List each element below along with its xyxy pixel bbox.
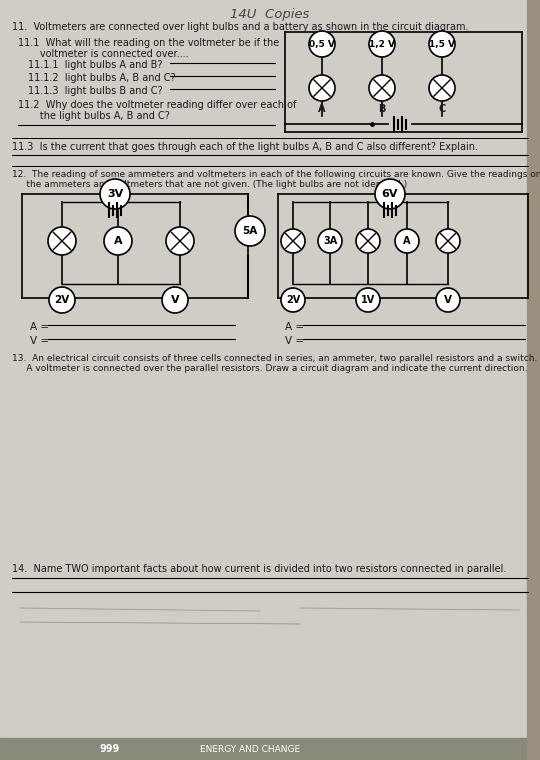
- Text: 3V: 3V: [107, 189, 123, 199]
- Text: C: C: [438, 104, 445, 114]
- Circle shape: [235, 216, 265, 246]
- Text: V =: V =: [285, 336, 307, 346]
- Text: the ammeters and voltmeters that are not given. (The light bulbs are not identic: the ammeters and voltmeters that are not…: [12, 180, 407, 189]
- Text: A voltmeter is connected over the parallel resistors. Draw a circuit diagram and: A voltmeter is connected over the parall…: [12, 364, 528, 373]
- Circle shape: [100, 179, 130, 209]
- Text: 1,5 V: 1,5 V: [429, 40, 455, 49]
- Circle shape: [436, 229, 460, 253]
- Text: 999: 999: [100, 744, 120, 754]
- Circle shape: [436, 288, 460, 312]
- Circle shape: [162, 287, 188, 313]
- Text: V =: V =: [30, 336, 52, 346]
- Circle shape: [309, 75, 335, 101]
- Text: 11.1  What will the reading on the voltmeter be if the: 11.1 What will the reading on the voltme…: [18, 38, 279, 48]
- Circle shape: [395, 229, 419, 253]
- Text: 1,2 V: 1,2 V: [369, 40, 395, 49]
- Text: A: A: [403, 236, 411, 246]
- Text: B: B: [379, 104, 386, 114]
- Text: 14U  Copies: 14U Copies: [231, 8, 309, 21]
- Text: 0,5 V: 0,5 V: [309, 40, 335, 49]
- Circle shape: [48, 227, 76, 255]
- Circle shape: [369, 75, 395, 101]
- Circle shape: [49, 287, 75, 313]
- Text: 2V: 2V: [55, 295, 70, 305]
- Text: 6V: 6V: [382, 189, 399, 199]
- Circle shape: [318, 229, 342, 253]
- Circle shape: [104, 227, 132, 255]
- Text: voltmeter is connected over....: voltmeter is connected over....: [18, 49, 188, 59]
- Text: V: V: [171, 295, 179, 305]
- Circle shape: [356, 229, 380, 253]
- Text: 5A: 5A: [242, 226, 258, 236]
- Text: A: A: [318, 104, 326, 114]
- Text: 11.1.3  light bulbs B and C?: 11.1.3 light bulbs B and C?: [28, 86, 163, 96]
- Text: 2V: 2V: [286, 295, 300, 305]
- Text: 1V: 1V: [361, 295, 375, 305]
- Text: 3A: 3A: [323, 236, 337, 246]
- Text: 11.1.2  light bulbs A, B and C?: 11.1.2 light bulbs A, B and C?: [28, 73, 176, 83]
- Circle shape: [369, 31, 395, 57]
- Circle shape: [309, 31, 335, 57]
- Text: 14.  Name TWO important facts about how current is divided into two resistors co: 14. Name TWO important facts about how c…: [12, 564, 507, 574]
- Text: A =: A =: [285, 322, 307, 332]
- Text: 11.  Voltmeters are connected over light bulbs and a battery as shown in the cir: 11. Voltmeters are connected over light …: [12, 22, 469, 32]
- Text: 13.  An electrical circuit consists of three cells connected in series, an ammet: 13. An electrical circuit consists of th…: [12, 354, 537, 363]
- Bar: [527, 0, 540, 760]
- Circle shape: [281, 288, 305, 312]
- Circle shape: [166, 227, 194, 255]
- Circle shape: [429, 31, 455, 57]
- Text: A: A: [114, 236, 123, 246]
- Text: 11.2  Why does the voltmeter reading differ over each of: 11.2 Why does the voltmeter reading diff…: [18, 100, 296, 110]
- Text: 11.1.1  light bulbs A and B?: 11.1.1 light bulbs A and B?: [28, 60, 163, 70]
- Circle shape: [356, 288, 380, 312]
- Bar: [0, 738, 540, 760]
- Text: 11.3  Is the current that goes through each of the light bulbs A, B and C also d: 11.3 Is the current that goes through ea…: [12, 142, 478, 152]
- Text: the light bulbs A, B and C?: the light bulbs A, B and C?: [18, 111, 170, 121]
- Text: ENERGY AND CHANGE: ENERGY AND CHANGE: [200, 745, 300, 753]
- Circle shape: [429, 75, 455, 101]
- Text: A =: A =: [30, 322, 52, 332]
- Text: V: V: [444, 295, 452, 305]
- Circle shape: [375, 179, 405, 209]
- Text: 12.  The reading of some ammeters and voltmeters in each of the following circui: 12. The reading of some ammeters and vol…: [12, 170, 540, 179]
- Circle shape: [281, 229, 305, 253]
